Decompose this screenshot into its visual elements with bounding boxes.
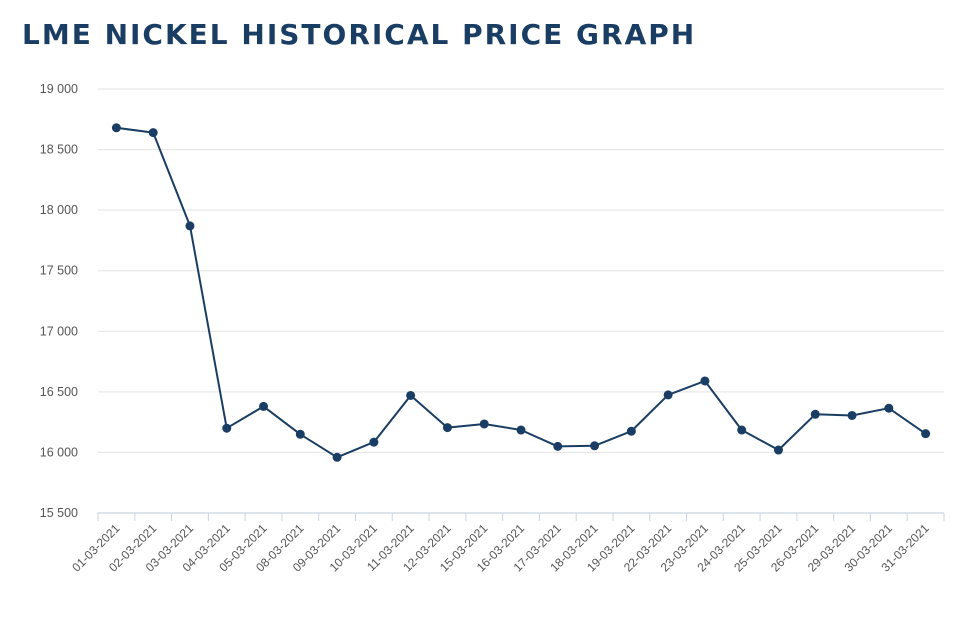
data-point-17-03-2021 [553, 441, 563, 451]
y-tick-label: 17 500 [40, 264, 78, 278]
data-point-08-03-2021 [295, 429, 305, 439]
y-tick-label: 18 000 [40, 203, 78, 217]
y-tick-label: 16 500 [40, 385, 78, 399]
data-point-26-03-2021 [810, 409, 820, 419]
data-point-18-03-2021 [590, 441, 600, 451]
series-nickel-price [111, 123, 931, 462]
series-line [116, 126, 927, 459]
data-point-29-03-2021 [847, 410, 857, 420]
data-point-04-03-2021 [222, 423, 232, 433]
data-point-22-03-2021 [663, 390, 673, 400]
data-point-25-03-2021 [773, 445, 783, 455]
y-tick-label: 15 500 [40, 506, 78, 520]
chart-title: LME NICKEL HISTORICAL PRICE GRAPH [22, 18, 697, 51]
data-point-30-03-2021 [884, 403, 894, 413]
data-point-10-03-2021 [369, 437, 379, 447]
y-axis: 19 000 18 500 18 000 17 500 17 000 16 500 16 0… [40, 82, 78, 520]
data-point-31-03-2021 [921, 429, 931, 439]
data-point-15-03-2021 [479, 419, 489, 429]
data-point-05-03-2021 [259, 401, 269, 411]
data-point-19-03-2021 [626, 426, 636, 436]
y-tick-label: 18 500 [40, 143, 78, 157]
data-point-23-03-2021 [700, 376, 710, 386]
y-tick-label: 16 000 [40, 445, 78, 459]
gridlines [98, 88, 944, 453]
data-point-01-03-2021 [111, 123, 121, 133]
data-point-09-03-2021 [332, 452, 342, 462]
data-point-11-03-2021 [406, 390, 416, 400]
data-point-12-03-2021 [442, 423, 452, 433]
y-tick-label: 19 000 [40, 82, 78, 96]
x-axis: 01-03-202102-03-202103-03-202104-03-2021… [69, 512, 945, 575]
data-point-02-03-2021 [148, 128, 158, 138]
data-point-03-03-2021 [185, 221, 195, 231]
data-point-24-03-2021 [737, 425, 747, 435]
data-point-16-03-2021 [516, 425, 526, 435]
y-tick-label: 17 000 [40, 324, 78, 338]
